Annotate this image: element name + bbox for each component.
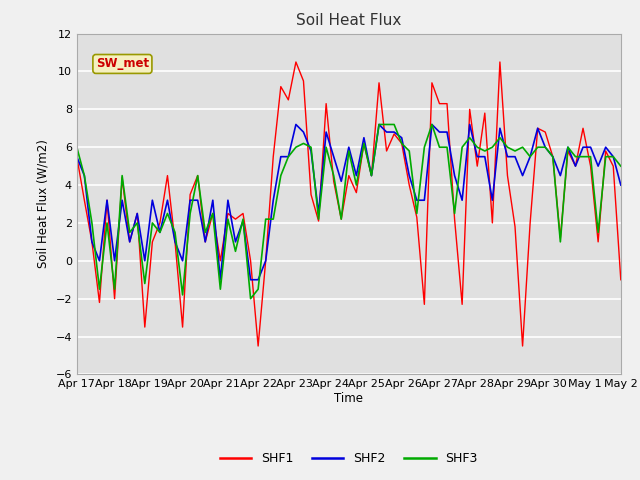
SHF2 <box>360 135 368 141</box>
SHF3 <box>247 296 255 301</box>
SHF3 <box>262 216 269 222</box>
Line: SHF3: SHF3 <box>77 124 621 299</box>
SHF1 <box>557 235 564 241</box>
SHF2 <box>194 197 202 203</box>
X-axis label: Time: Time <box>334 392 364 405</box>
SHF2 <box>541 144 549 150</box>
SHF3 <box>579 154 587 159</box>
SHF1 <box>292 59 300 65</box>
Line: SHF1: SHF1 <box>77 62 621 346</box>
Line: SHF2: SHF2 <box>77 124 621 280</box>
SHF3 <box>557 239 564 245</box>
SHF1 <box>360 141 368 146</box>
SHF1 <box>254 343 262 349</box>
SHF2 <box>579 144 587 150</box>
Legend: SHF1, SHF2, SHF3: SHF1, SHF2, SHF3 <box>214 447 483 470</box>
Title: Soil Heat Flux: Soil Heat Flux <box>296 13 401 28</box>
SHF1 <box>541 129 549 135</box>
Y-axis label: Soil Heat Flux (W/m2): Soil Heat Flux (W/m2) <box>37 140 50 268</box>
SHF1 <box>262 258 269 264</box>
SHF3 <box>73 144 81 150</box>
SHF2 <box>292 121 300 127</box>
SHF1 <box>73 154 81 159</box>
SHF3 <box>375 121 383 127</box>
Text: SW_met: SW_met <box>96 58 149 71</box>
SHF3 <box>194 173 202 179</box>
SHF2 <box>216 277 224 283</box>
SHF3 <box>353 182 360 188</box>
SHF3 <box>617 163 625 169</box>
SHF2 <box>73 154 81 159</box>
SHF3 <box>541 144 549 150</box>
SHF1 <box>617 277 625 283</box>
SHF1 <box>194 173 202 179</box>
SHF1 <box>579 125 587 131</box>
SHF2 <box>617 182 625 188</box>
SHF2 <box>262 258 269 264</box>
SHF2 <box>557 173 564 179</box>
